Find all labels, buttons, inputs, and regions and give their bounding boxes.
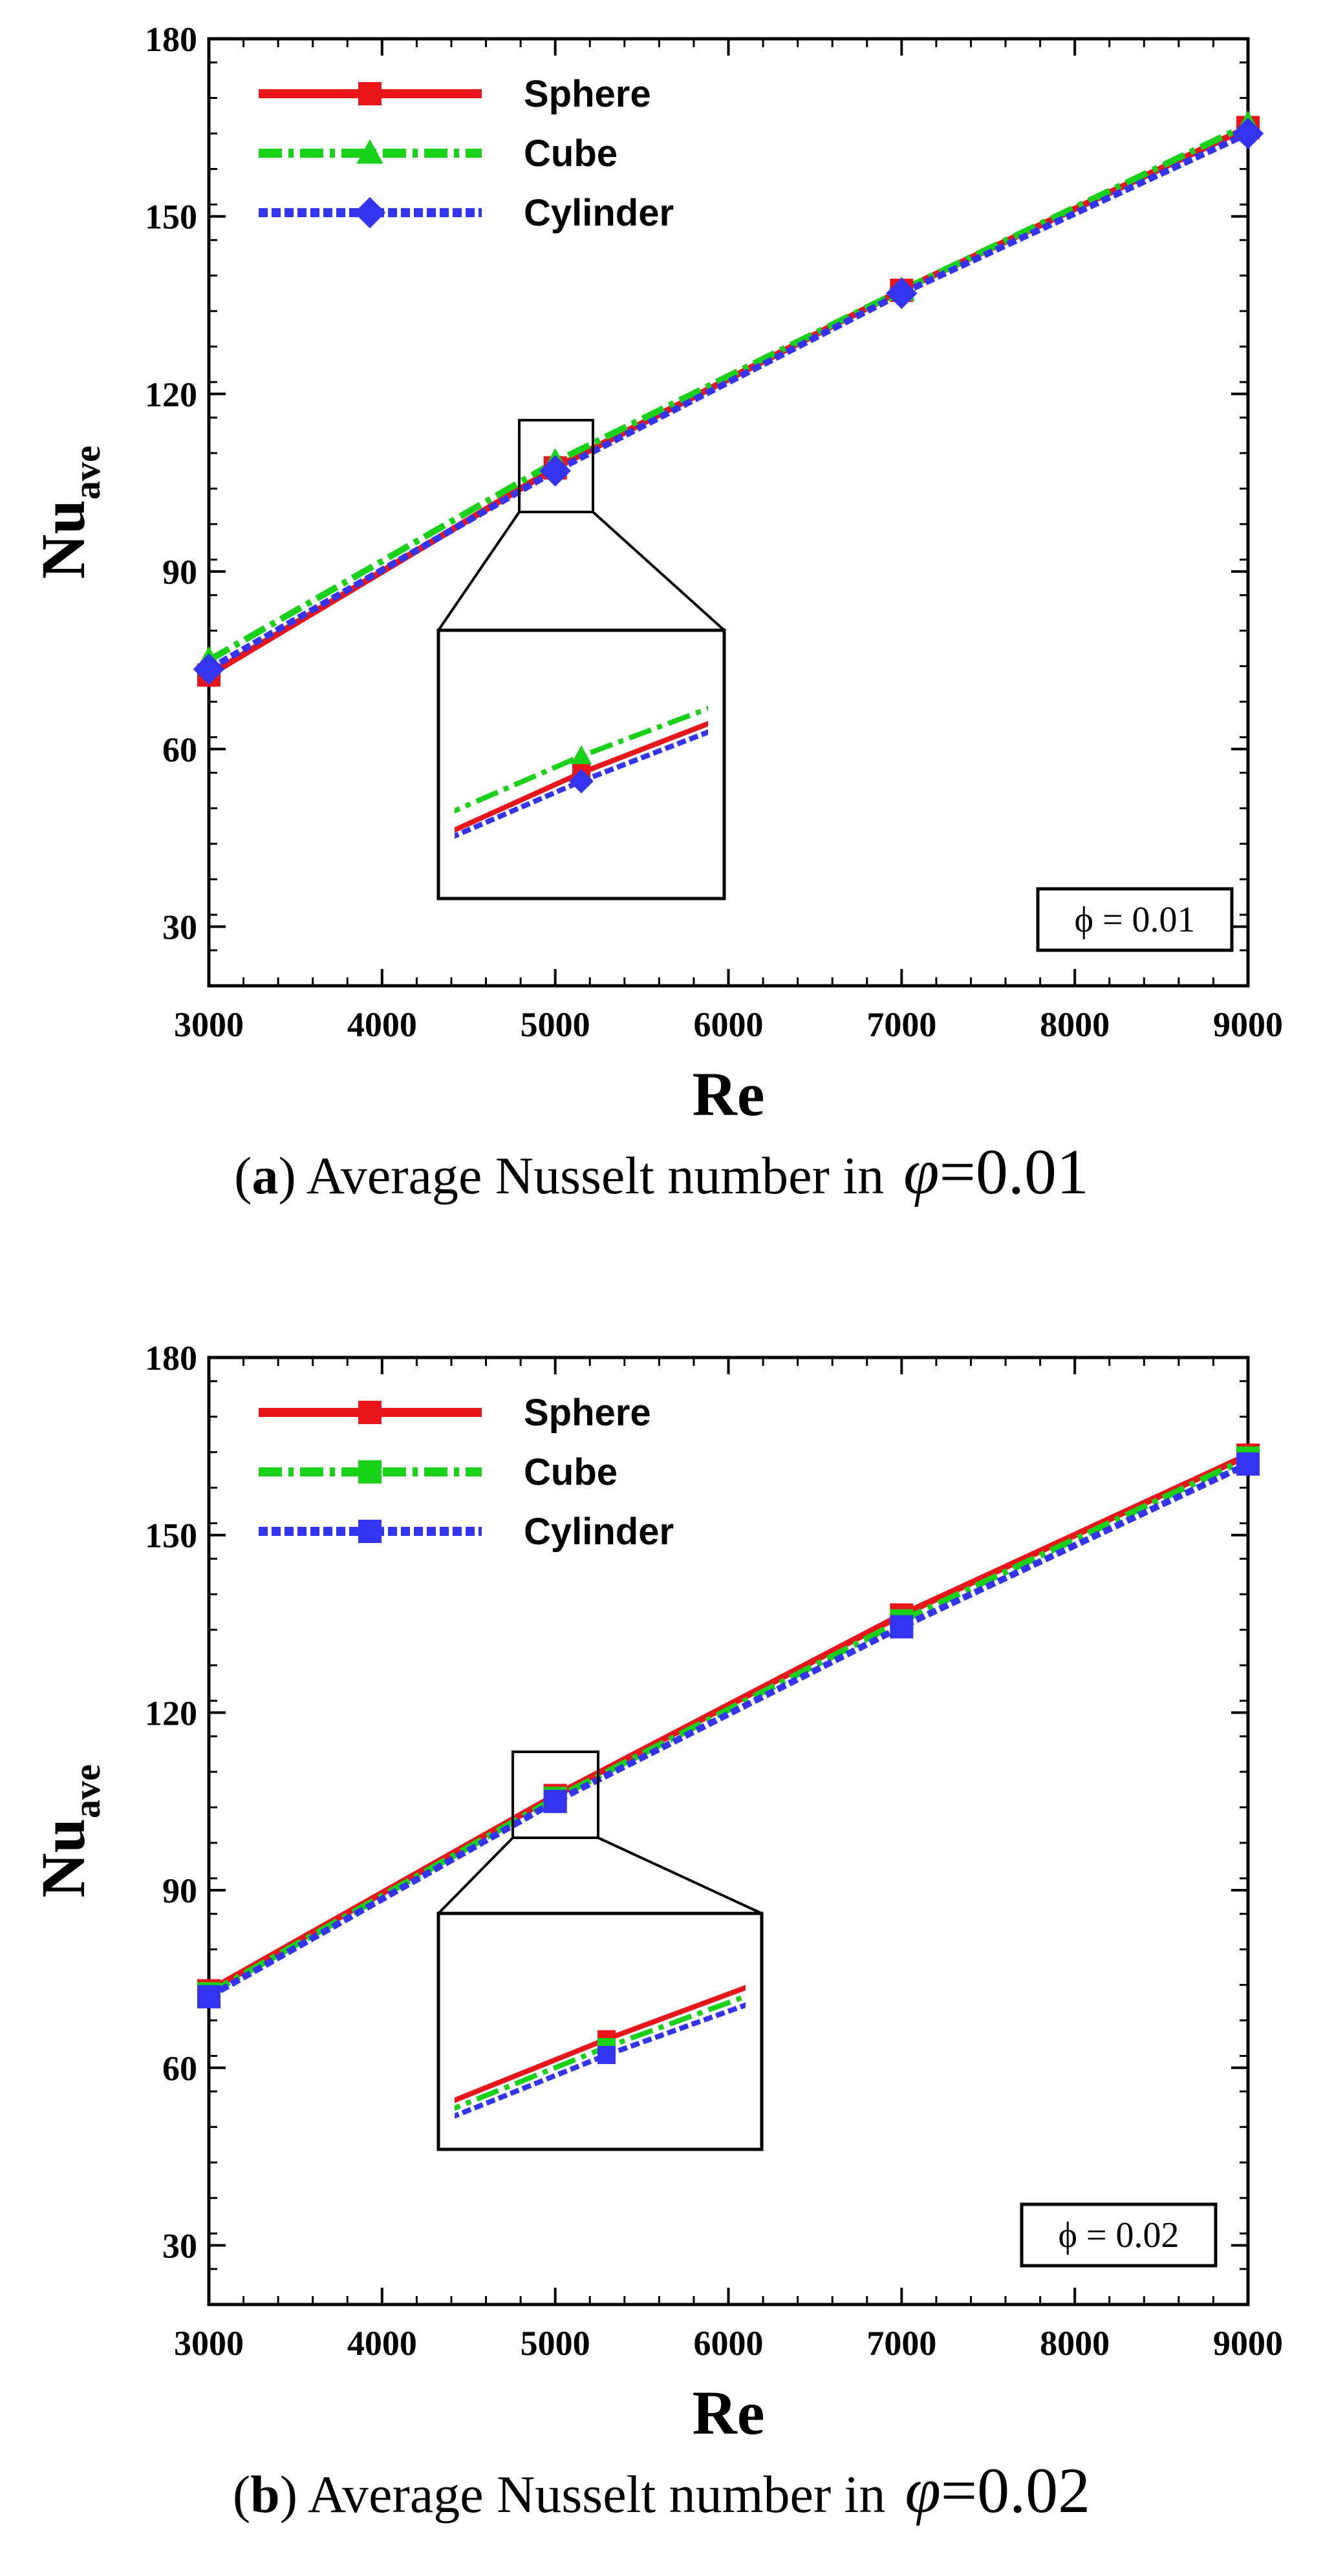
inset-marker-cylinder-a [569,769,594,794]
legend-marker-cylinder-b [358,1520,382,1543]
y-axis-label-a: Nuave [28,445,108,579]
x-axis-label-b: Re [693,2378,765,2447]
chart-panel-b: 3000 4000 5000 6000 7000 8000 9000 30 60 90 120 150… [28,1339,1283,2447]
series-marker-cylinder-b [197,1985,220,2008]
y-axis-label-sub-a: ave [66,445,108,500]
phi-annotation-value-a: = 0.01 [1093,900,1196,940]
series-marker-cylinder-a [1232,118,1264,149]
phi-annotation-symbol-b: ϕ [1058,2215,1077,2255]
y-tick-label-a: 180 [145,20,197,59]
series-group-a [209,122,1248,678]
y-axis-label-sub-b: ave [66,1764,108,1818]
series-marker-cylinder-b [543,1789,567,1813]
y-tick-label-a: 120 [145,375,197,414]
x-tick-label-b: 9000 [1213,2324,1283,2363]
series-marker-cylinder-a [539,455,571,487]
series-marker-cylinder-a [886,277,918,310]
plot-frame-b [207,1356,1250,2306]
plot-frame-a [207,37,1250,988]
legend-label-cube-a: Cube [524,133,618,175]
y-tick-label-a: 150 [145,198,197,237]
zoom-region-box-a [518,419,594,513]
legend-marker-cube-b [358,1460,382,1484]
legend-marker-cylinder-a [354,197,386,229]
legend-label-sphere-b: Sphere [524,1392,651,1434]
x-tick-label-a: 5000 [521,1005,590,1044]
legend-label-cylinder-a: Cylinder [524,192,674,234]
series-line-cylinder-b [209,1461,1248,2000]
y-tick-label-a: 90 [162,553,197,591]
y-tick-label-b: 60 [162,2049,197,2088]
series-marker-cylinder-b [1236,1452,1260,1476]
legend-marker-sphere-a [358,82,382,105]
x-tick-label-a: 4000 [347,1005,417,1044]
series-line-cylinder-a [209,130,1248,672]
y-axis-label-text-b: Nuave [28,1764,108,1897]
series-marker-cylinder-b [890,1615,914,1639]
x-tick-label-a: 9000 [1213,1005,1283,1044]
y-axis-label-b: Nuave [28,1764,108,1897]
x-tick-label-b: 7000 [866,2324,936,2363]
legend-marker-cube-a [356,139,383,164]
inset-marker-cylinder-b [597,2046,616,2064]
legend-a: Sphere Cube Cylinder [259,73,674,234]
x-tick-label-a: 6000 [694,1005,764,1044]
phi-annotation-box-b [1020,2202,1218,2268]
x-tick-label-b: 5000 [521,2324,590,2363]
x-tick-label-b: 4000 [347,2324,417,2363]
y-tick-label-a: 30 [162,908,197,946]
legend-b: Sphere Cube Cylinder [259,1392,674,1553]
x-tick-label-b: 8000 [1040,2324,1110,2363]
phi-annotation-box-a [1036,887,1234,952]
y-tick-label-b: 30 [162,2226,197,2265]
series-marker-cylinder-a [193,653,225,685]
x-tick-label-a: 7000 [866,1005,936,1044]
zoom-connector-right-b [597,1836,762,1915]
y-tick-label-b: 90 [162,1871,197,1910]
zoom-connector-left-a [437,511,521,632]
phi-annotation-symbol-a: ϕ [1074,900,1093,940]
y-tick-label-b: 120 [145,1694,197,1732]
x-axis-label-a: Re [693,1059,765,1129]
zoom-connector-left-b [437,1836,514,1915]
legend-label-cylinder-b: Cylinder [524,1511,674,1553]
phi-annotation-b: ϕ = 0.02 [1058,2215,1179,2255]
legend-label-sphere-a: Sphere [524,73,651,115]
x-tick-label-a: 3000 [174,1005,244,1044]
y-tick-label-a: 60 [162,730,197,769]
y-axis-label-main-a: Nu [28,500,98,579]
phi-annotation-a: ϕ = 0.01 [1074,900,1195,940]
inset-marker-cube-a [570,745,592,765]
phi-annotation-value-b: = 0.02 [1077,2215,1179,2255]
y-tick-label-b: 150 [145,1517,197,1555]
caption-a: (a) Average Nusselt number in φ=0.01 [234,1136,1089,1208]
series-line-cube-a [209,122,1248,663]
x-tick-label-b: 6000 [694,2324,764,2363]
y-axis-label-main-b: Nu [28,1818,98,1898]
legend-label-cube-b: Cube [524,1451,618,1493]
chart-panel-a: 3000 4000 5000 6000 7000 8000 9000 30 60 90 120 150… [28,20,1283,1129]
zoom-connector-right-a [592,511,726,632]
x-tick-label-a: 8000 [1040,1005,1110,1044]
zoom-region-box-b [511,1751,599,1839]
series-group-b [209,1452,1248,2000]
x-tick-label-b: 3000 [174,2324,244,2363]
caption-b: (b) Average Nusselt number in φ=0.02 [232,2454,1091,2526]
legend-marker-sphere-b [358,1401,382,1424]
y-axis-label-text-a: Nuave [28,445,108,579]
y-tick-label-b: 180 [145,1339,197,1378]
